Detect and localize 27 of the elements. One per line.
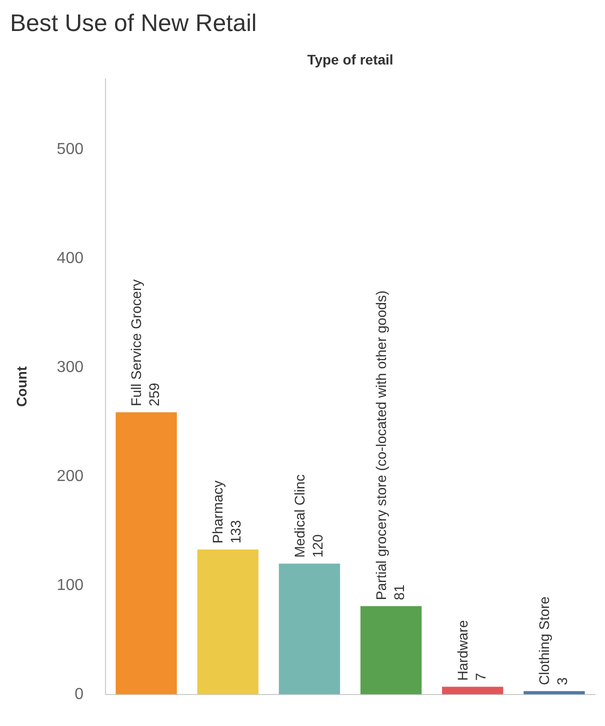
y-axis-title: Count <box>13 366 30 407</box>
bar <box>442 686 504 694</box>
bar <box>278 564 340 694</box>
bar <box>524 691 585 694</box>
y-tick-label: 500 <box>56 141 84 158</box>
data-label: 133 <box>228 520 244 544</box>
bar <box>197 549 258 694</box>
x-tick-label: Hardware <box>454 620 470 681</box>
x-tick-label: Medical Clinc <box>291 474 308 558</box>
y-tick-label: 300 <box>56 358 84 376</box>
x-axis-title: Type of retail <box>307 52 394 68</box>
y-tick-label: 200 <box>56 468 84 485</box>
data-label: 259 <box>146 382 162 406</box>
y-tick-label: 400 <box>56 250 84 267</box>
x-tick-label: Partial grocery store (co-located with other goods) <box>372 290 389 600</box>
y-tick-label: 0 <box>74 686 84 703</box>
data-label: 3 <box>554 677 570 686</box>
bar <box>360 606 422 694</box>
bar <box>116 412 177 694</box>
data-label: 120 <box>309 534 326 558</box>
y-tick-label: 100 <box>56 576 84 594</box>
x-tick-label: Pharmacy <box>210 480 226 544</box>
x-tick-label: Clothing Store <box>536 596 552 686</box>
data-label: 7 <box>472 672 488 681</box>
chart-title: Best Use of New Retail <box>10 10 257 38</box>
x-tick-label: Full Service Grocery <box>128 279 144 406</box>
data-label: 81 <box>390 584 407 600</box>
